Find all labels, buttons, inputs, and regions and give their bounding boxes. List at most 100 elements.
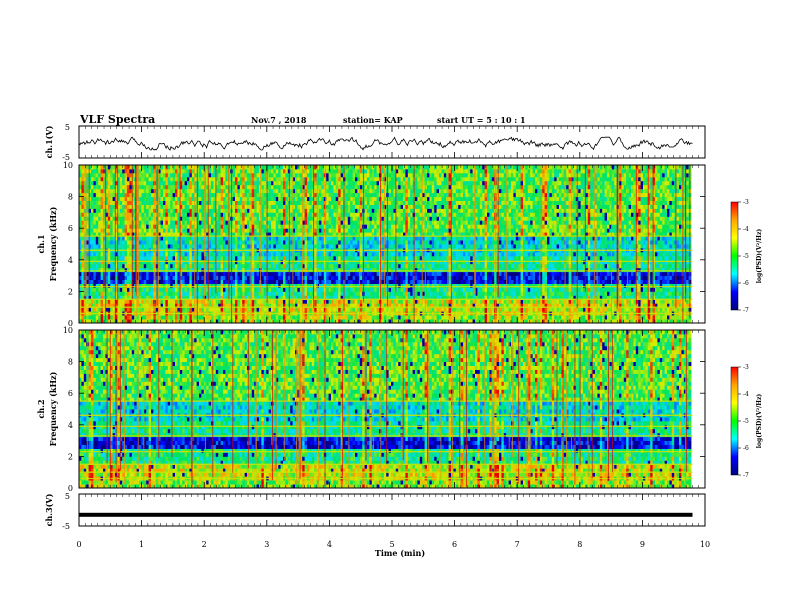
ch1-spec-cell — [280, 165, 284, 170]
ch1-spec-cell — [199, 291, 202, 296]
ch1-spec-cell — [314, 295, 317, 300]
ch1-spec-cell — [355, 196, 358, 201]
ch1-spec-cell — [86, 188, 89, 194]
ch1-spec-cell — [115, 295, 118, 300]
ch1-spec-cell — [357, 303, 361, 308]
ch1-spec-cell — [254, 244, 257, 249]
ch1-spec-cell — [93, 232, 97, 237]
ch1-spec-cell — [91, 319, 94, 324]
ch1-spec-cell — [127, 303, 130, 308]
ch1-spec-cell — [321, 299, 325, 304]
ch1-spec-cell — [215, 224, 219, 229]
ch1-spec-cell — [184, 192, 188, 198]
ch1-spec-cell — [215, 251, 219, 257]
ch1-spec-cell — [340, 263, 344, 269]
ch1-spec-cell — [223, 196, 226, 201]
ch1-spec-cell — [256, 168, 260, 174]
ch1-spec-cell — [215, 176, 219, 182]
ch1-spec-cell — [232, 275, 236, 280]
ch1-spec-cell — [124, 165, 128, 170]
ch1-spec-cell — [177, 176, 181, 182]
ch1-spec-cell — [302, 315, 305, 320]
ch1-spec-cell — [367, 168, 370, 174]
ch1-spec-cell — [139, 299, 142, 304]
ch1-spec-cell — [295, 244, 298, 249]
ch1-spec-cell — [359, 307, 363, 312]
ch1-spec-cell — [340, 180, 344, 186]
ch1-spec-cell — [316, 271, 320, 276]
ch1-spec-cell — [160, 188, 164, 194]
ch1-spec-cell — [175, 192, 178, 198]
ch1-spec-cell — [184, 176, 188, 182]
ch1-spec-cell — [297, 172, 301, 178]
ch1-spec-cell — [275, 200, 279, 205]
ch1-spec-cell — [302, 216, 305, 221]
ch1-spec-cell — [196, 236, 200, 241]
ch1-spec-cell — [122, 165, 125, 170]
ch1-spec-cell — [316, 165, 320, 170]
ch1-spec-cell — [163, 228, 166, 233]
ch1-spec-cell — [335, 275, 339, 280]
ch1-spec-cell — [160, 228, 164, 233]
ch1-spec-cell — [218, 251, 221, 257]
ch1-spec-cell — [355, 287, 358, 292]
ch1-spec-cell — [357, 291, 361, 296]
ch1-spec-cell — [266, 188, 269, 194]
ch1-spec-cell — [95, 244, 99, 249]
ch1-spec-cell — [100, 204, 104, 209]
ch1-spec-cell — [251, 216, 255, 221]
ch1-spec-cell — [237, 303, 241, 308]
ch1-spec-cell — [376, 236, 380, 241]
ch1-spec-cell — [254, 196, 257, 201]
ch1-spec-cell — [107, 204, 111, 209]
ch1-spec-cell — [91, 295, 94, 300]
ch1-spec-cell — [177, 315, 181, 320]
ch1-spec-cell — [93, 228, 97, 233]
ch1-spec-cell — [374, 279, 377, 284]
ch1-spec-cell — [340, 271, 344, 276]
ch1-spec-cell — [357, 180, 361, 186]
ch1-spec-cell — [338, 287, 341, 292]
ch1-spec-cell — [112, 267, 116, 273]
ch1-spec-cell — [194, 196, 197, 201]
ch1-spec-cell — [275, 299, 279, 304]
ch1-spec-cell — [110, 180, 113, 186]
ch1-spec-cell — [119, 165, 123, 170]
ch1-spec-cell — [122, 200, 125, 205]
ch1-spec-cell — [338, 271, 341, 276]
ch1-spec-cell — [175, 287, 178, 292]
ch1-spec-cell — [374, 212, 377, 217]
ch1-spec-cell — [285, 172, 289, 178]
ch1-spec-cell — [309, 172, 313, 178]
ch1-spec-cell — [232, 271, 236, 276]
ch1-spec-cell — [136, 196, 140, 201]
ch1-spec-cell — [213, 168, 217, 174]
ch1-spec-cell — [199, 263, 202, 269]
ch1-spec-cell — [182, 188, 185, 194]
ch1-spec-cell — [232, 224, 236, 229]
ch1-spec-cell — [220, 319, 224, 324]
ch1-spec-cell — [151, 212, 154, 217]
ch1-spec-cell — [167, 208, 171, 213]
ch1-spec-cell — [220, 236, 224, 241]
ch1-spec-cell — [254, 172, 257, 178]
ch1-spec-cell — [223, 319, 226, 324]
ch1-spec-cell — [304, 200, 308, 205]
ch1-spec-cell — [266, 279, 269, 284]
ch1-spec-cell — [208, 188, 212, 194]
ch1-spec-cell — [211, 192, 214, 198]
ch1-spec-cell — [273, 196, 277, 201]
ch1-spec-cell — [93, 299, 97, 304]
ch1-spec-cell — [275, 196, 279, 201]
ch1-spec-cell — [225, 299, 229, 304]
ch1-spec-cell — [189, 196, 193, 201]
ch1-spec-cell — [129, 212, 133, 217]
ch1-spec-cell — [239, 299, 243, 304]
ch1-spec-cell — [179, 275, 183, 280]
ch1-spec-cell — [285, 299, 289, 304]
ch1-spec-cell — [107, 232, 111, 237]
ch1-spec-cell — [307, 196, 310, 201]
ch1-spec-cell — [266, 184, 269, 190]
ch1-spec-cell — [218, 263, 221, 269]
ch1-spec-cell — [141, 271, 145, 276]
